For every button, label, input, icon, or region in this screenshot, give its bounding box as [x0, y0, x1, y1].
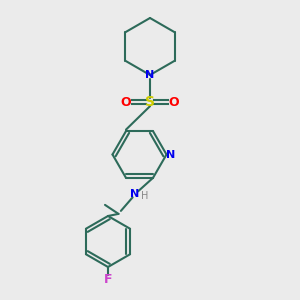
Text: S: S: [145, 95, 155, 109]
Text: N: N: [167, 149, 176, 160]
Text: H: H: [141, 191, 148, 201]
Text: N: N: [146, 70, 154, 80]
Text: O: O: [121, 95, 131, 109]
Text: N: N: [130, 189, 140, 200]
Text: F: F: [104, 273, 112, 286]
Text: O: O: [169, 95, 179, 109]
